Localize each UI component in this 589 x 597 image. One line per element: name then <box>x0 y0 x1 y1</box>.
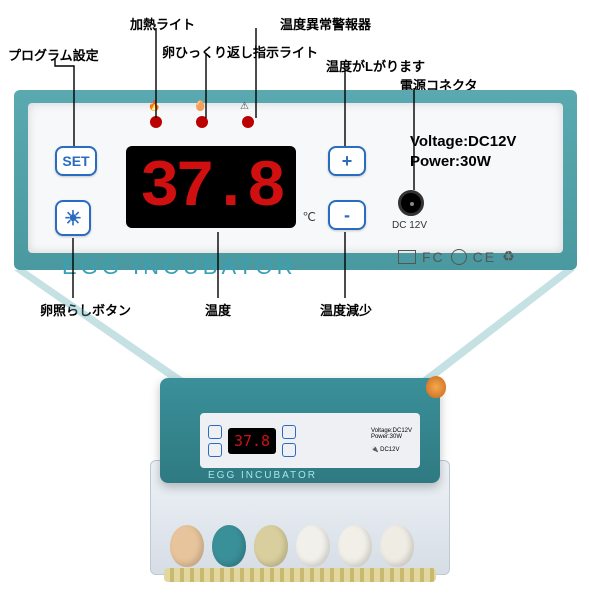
temperature-display: 37.8 ℃ <box>126 146 296 228</box>
indicator-led-row: 🔥 🥚 ⚠ <box>150 116 254 128</box>
egg <box>338 525 372 567</box>
certification-row: FC CE ♻ <box>398 248 517 265</box>
cert-ce: CE <box>473 249 496 265</box>
egg <box>170 525 204 567</box>
product-plus-button <box>282 425 296 439</box>
panel-spec: Voltage:DC12V Power:30W <box>410 132 516 171</box>
sun-icon: ☀ <box>64 206 82 231</box>
product-spec: Voltage:DC12V Power:30W 🔌 DC12V <box>371 428 412 454</box>
heating-led: 🔥 <box>150 116 162 128</box>
temperature-unit: ℃ <box>303 210 316 224</box>
egg-roller <box>164 568 436 582</box>
product-control-panel: 37.8 Voltage:DC12V Power:30W 🔌 DC12V <box>200 413 420 468</box>
label-temperature: 温度 <box>205 300 231 319</box>
cert-icon <box>398 250 416 264</box>
product-display: 37.8 <box>228 428 276 454</box>
product-set-button <box>208 425 222 439</box>
product-lid: 37.8 Voltage:DC12V Power:30W 🔌 DC12V EGG… <box>160 378 440 483</box>
product-knob <box>426 376 446 398</box>
temperature-value: 37.8 <box>140 150 282 225</box>
product-photo: 37.8 Voltage:DC12V Power:30W 🔌 DC12V EGG… <box>150 370 450 570</box>
label-egg-turn: 卵ひっくり返し指示ライト <box>162 42 318 61</box>
dc-power-port[interactable] <box>398 190 424 216</box>
set-button[interactable]: SET <box>55 146 97 176</box>
product-light-button <box>208 443 222 457</box>
egg-row <box>170 525 414 567</box>
label-temp-alarm: 温度異常警報器 <box>280 14 371 33</box>
label-temp-up: 温度がLがります <box>326 56 425 75</box>
label-program-setting: プログラム設定 <box>8 45 99 64</box>
label-heating-light: 加熱ライト <box>130 14 195 33</box>
product-brand: EGG INCUBATOR <box>208 470 317 481</box>
label-temp-down: 温度減少 <box>320 300 372 319</box>
spec-voltage: Voltage:DC12V <box>410 132 516 152</box>
candling-button[interactable]: ☀ <box>55 200 91 236</box>
product-minus-button <box>282 443 296 457</box>
minus-button[interactable]: - <box>328 200 366 230</box>
spec-power: Power:30W <box>410 152 516 172</box>
alarm-led: ⚠ <box>242 116 254 128</box>
egg-turn-led: 🥚 <box>196 116 208 128</box>
label-candling-button: 卵照らしボタン <box>40 300 131 319</box>
dc-port-label: DC 12V <box>392 220 427 231</box>
egg <box>380 525 414 567</box>
egg <box>254 525 288 567</box>
cert-fc: FC <box>422 249 445 265</box>
plus-button[interactable]: + <box>328 146 366 176</box>
egg <box>296 525 330 567</box>
egg <box>212 525 246 567</box>
panel-brand: EGG INCUBATOR <box>62 254 297 280</box>
recycle-icon: ♻ <box>502 248 517 265</box>
